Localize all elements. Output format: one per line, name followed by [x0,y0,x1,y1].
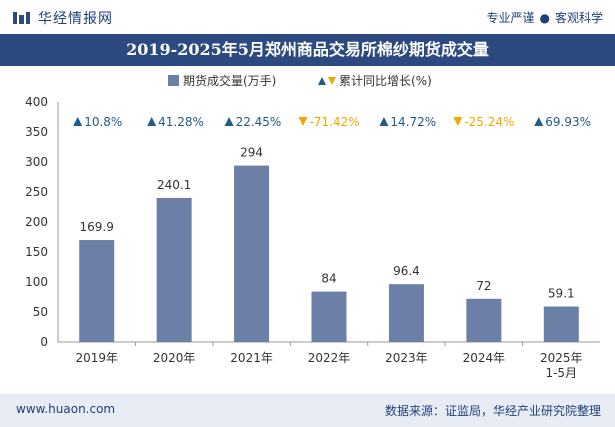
bar-value-label-3: 84 [321,272,336,286]
legend-up-triangle-icon [318,77,326,85]
x-tick-label-5: 2024年 [463,351,506,365]
growth-label-0: 10.8% [84,115,122,129]
bar-value-label-1: 240.1 [157,178,191,192]
growth-up-triangle-icon-4 [379,117,389,126]
bar-4 [388,284,424,342]
y-tick-label-1: 50 [33,305,48,319]
chart-title: 2019-2025年5月郑州商品交易所棉纱期货成交量 [0,34,615,66]
x-tick-label-6-line1: 1-5月 [545,366,577,380]
y-tick-label-0: 0 [40,335,48,349]
legend-bar-label: 期货成交量(万手) [183,73,276,88]
slogan: 专业严谨 ● 客观科学 [486,9,603,26]
y-tick-label-4: 200 [25,215,48,229]
growth-down-triangle-icon-3 [298,117,308,126]
legend-growth-label: 累计同比增长(%) [339,74,432,88]
growth-up-triangle-icon-0 [73,117,83,126]
y-tick-label-7: 350 [25,125,48,139]
slogan-dot-icon: ● [539,11,550,25]
bar-value-label-4: 96.4 [393,264,420,278]
x-tick-label-1: 2020年 [153,351,196,365]
footer-source: 数据来源：证监局，华经产业研究院整理 [384,404,601,418]
footer: www.huaon.com 数据来源：证监局，华经产业研究院整理 [0,394,615,427]
growth-label-1: 41.28% [158,115,204,129]
y-tick-label-3: 150 [25,245,48,259]
x-tick-label-6: 2025年 [540,351,583,365]
bar-6 [543,306,579,342]
growth-down-triangle-icon-5 [453,117,463,126]
slogan-left: 专业严谨 [486,11,535,25]
bar-5 [466,298,502,342]
y-tick-label-5: 250 [25,185,48,199]
bar-value-label-2: 294 [240,146,263,160]
growth-label-4: 14.72% [390,115,436,129]
growth-label-3: -71.42% [310,115,360,129]
growth-label-2: 22.45% [236,115,282,129]
brand-name: 华经情报网 [38,11,113,27]
legend-bar-swatch [168,75,179,86]
y-tick-label-6: 300 [25,155,48,169]
slogan-right: 客观科学 [554,11,603,25]
x-tick-label-0: 2019年 [75,351,118,365]
growth-label-5: -25.24% [464,115,514,129]
bar-value-label-0: 169.9 [80,220,114,234]
y-tick-label-2: 100 [25,275,48,289]
x-tick-label-4: 2023年 [385,351,428,365]
bar-2 [234,165,270,342]
top-bar: 华经情报网 专业严谨 ● 客观科学 [0,0,615,34]
growth-label-6: 69.93% [545,115,591,129]
growth-up-triangle-icon-2 [224,117,234,126]
bar-1 [156,197,192,342]
y-tick-label-8: 400 [25,95,48,109]
brand-logo-icon [13,12,30,24]
footer-website: www.huaon.com [16,402,116,416]
growth-up-triangle-icon-1 [147,117,157,126]
legend-down-triangle-icon [328,77,336,85]
x-tick-label-3: 2022年 [308,351,351,365]
bar-value-label-5: 72 [476,279,491,293]
growth-up-triangle-icon-6 [534,117,544,126]
bar-chart: 期货成交量(万手) 累计同比增长(%) 0 50 100 150 200 250 300 350 4… [25,73,600,380]
x-tick-label-2: 2021年 [230,351,273,365]
bar-value-label-6: 59.1 [548,287,575,301]
bar-3 [311,291,347,342]
bar-0 [79,240,115,342]
